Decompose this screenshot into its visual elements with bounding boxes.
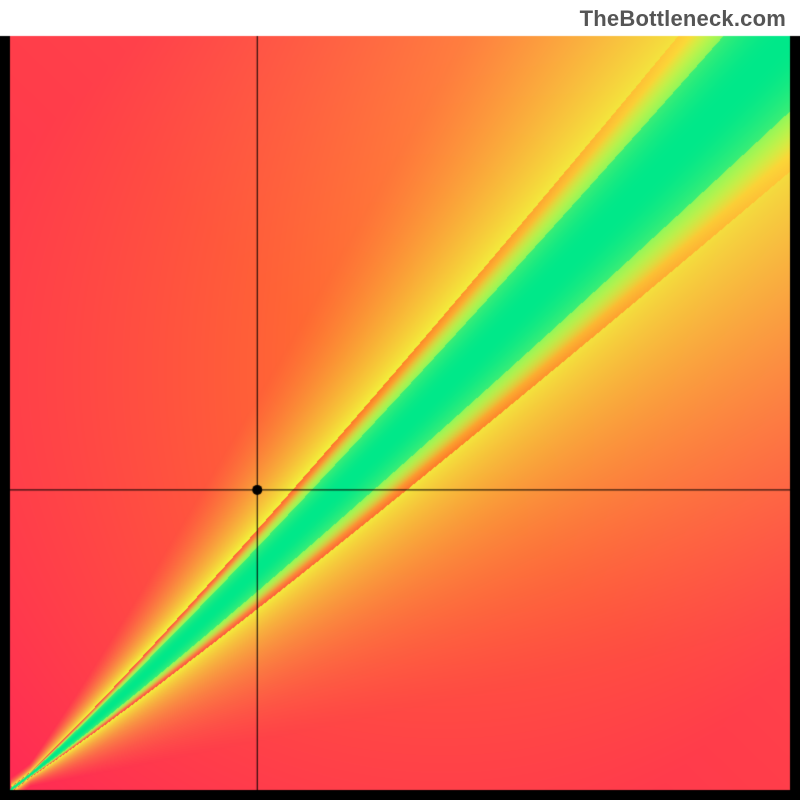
watermark-text: TheBottleneck.com (580, 6, 786, 32)
bottleneck-heatmap (0, 0, 800, 800)
chart-frame: TheBottleneck.com (0, 0, 800, 800)
